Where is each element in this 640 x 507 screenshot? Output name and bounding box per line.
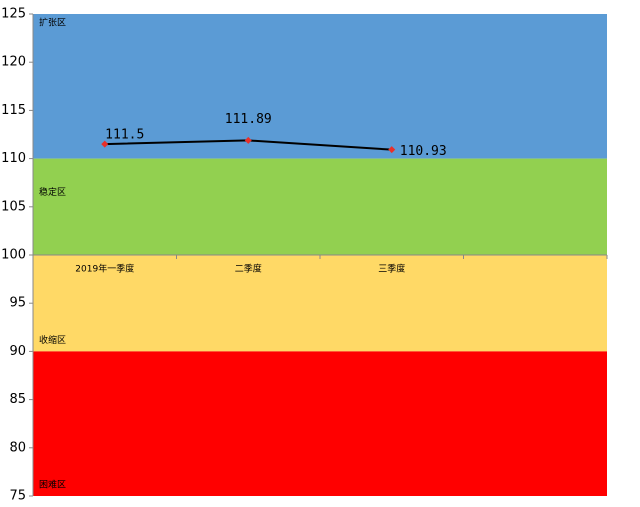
y-tick-label: 125 xyxy=(1,7,26,22)
zone-label: 扩张区 xyxy=(39,17,66,29)
marker xyxy=(244,136,252,144)
y-tick-label: 90 xyxy=(9,344,26,359)
y-tick-label: 85 xyxy=(9,392,26,407)
y-tick-label: 75 xyxy=(9,489,26,504)
value-label: 110.93 xyxy=(400,144,447,159)
y-tick-label: 115 xyxy=(1,103,26,118)
zone-band xyxy=(33,14,607,159)
value-label: 111.5 xyxy=(105,128,144,143)
value-label: 111.89 xyxy=(225,112,272,127)
zone-band xyxy=(33,255,607,352)
zone-band xyxy=(33,351,607,496)
zone-label: 稳定区 xyxy=(39,186,66,198)
x-tick-label: 三季度 xyxy=(378,263,405,275)
y-tick-label: 95 xyxy=(9,296,26,311)
x-tick-label: 2019年一季度 xyxy=(75,263,134,275)
x-tick-label: 二季度 xyxy=(235,263,262,275)
y-tick-label: 100 xyxy=(1,248,26,263)
y-tick-label: 110 xyxy=(1,151,26,166)
zone-label: 收缩区 xyxy=(39,334,66,346)
zone-band xyxy=(33,158,607,255)
marker xyxy=(101,140,109,148)
y-tick-label: 120 xyxy=(1,55,26,70)
y-tick-label: 105 xyxy=(1,199,26,214)
zone-label: 困难区 xyxy=(39,480,66,491)
y-tick-label: 80 xyxy=(9,440,26,455)
marker xyxy=(388,146,396,154)
